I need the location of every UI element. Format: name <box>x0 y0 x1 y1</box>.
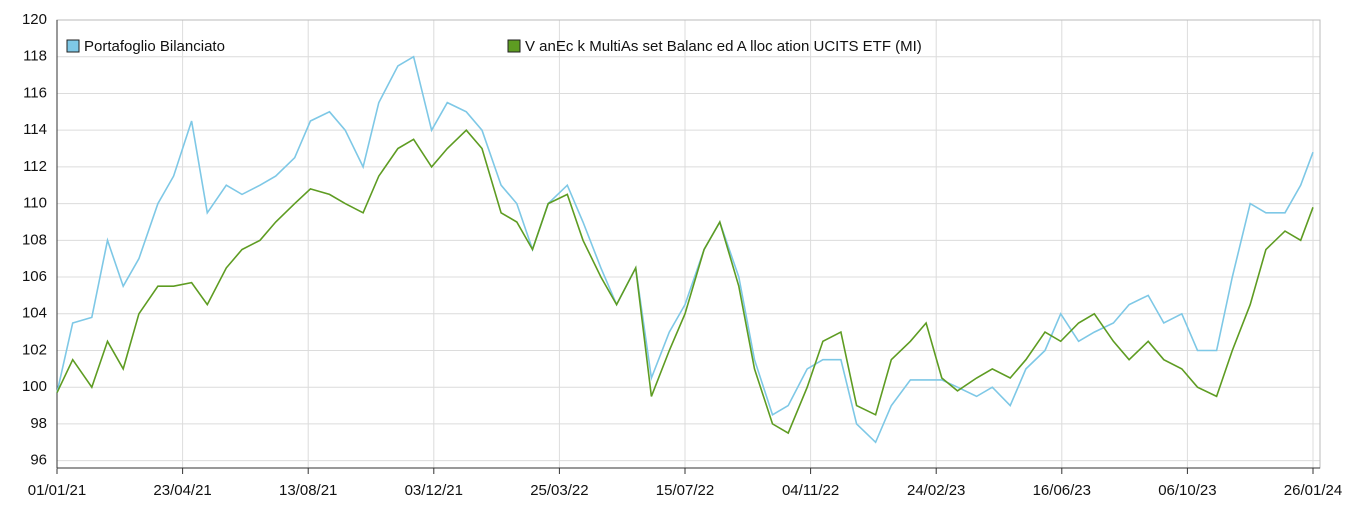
x-tick-label: 06/10/23 <box>1158 482 1216 499</box>
series-line <box>56 55 1314 444</box>
legend-swatch <box>66 39 80 53</box>
y-tick-label: 120 <box>22 11 47 28</box>
x-tick-label: 26/01/24 <box>1284 482 1342 499</box>
y-tick-label: 118 <box>23 48 47 65</box>
x-tick-label: 24/02/23 <box>907 482 965 499</box>
plot-frame <box>56 19 1321 469</box>
x-tick-label: 25/03/22 <box>530 482 588 499</box>
legend-label: V anEc k MultiAs set Balanc ed A lloc at… <box>525 38 922 55</box>
x-tick-label: 16/06/23 <box>1033 482 1091 499</box>
series-line <box>56 129 1314 435</box>
y-tick-label: 96 <box>30 452 47 469</box>
legend-swatch <box>507 39 521 53</box>
y-tick-label: 112 <box>23 158 47 175</box>
y-tick-label: 102 <box>22 341 47 358</box>
legend-label: Portafoglio Bilanciato <box>84 38 225 55</box>
x-tick-label: 01/01/21 <box>28 482 86 499</box>
y-tick-label: 104 <box>22 305 47 322</box>
y-tick-label: 114 <box>23 121 47 138</box>
y-tick-label: 116 <box>23 84 47 101</box>
x-tick-label: 23/04/21 <box>153 482 211 499</box>
y-tick-label: 100 <box>22 378 47 395</box>
x-tick-label: 04/11/22 <box>782 482 839 499</box>
x-tick-label: 15/07/22 <box>656 482 714 499</box>
y-tick-label: 110 <box>23 195 47 212</box>
x-tick-label: 03/12/21 <box>405 482 463 499</box>
y-tick-label: 106 <box>22 268 47 285</box>
x-tick-label: 13/08/21 <box>279 482 337 499</box>
y-tick-label: 98 <box>30 415 47 432</box>
y-tick-label: 108 <box>22 231 47 248</box>
